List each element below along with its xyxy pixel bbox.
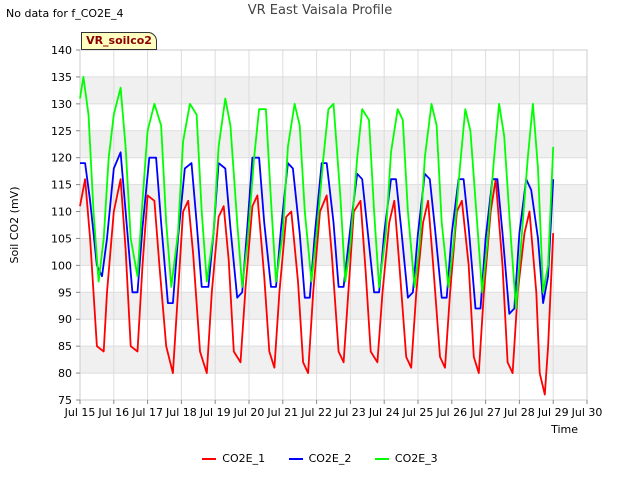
legend-item-co2e-2: CO2E_2 — [288, 452, 352, 465]
x-tick-label: Jul 15 — [64, 406, 96, 419]
legend-label-co2e-3: CO2E_3 — [394, 452, 438, 465]
x-axis-ticks: Jul 15 Jul 16 Jul 17 Jul 18 Jul 19 Jul 20 Jul … — [64, 400, 603, 419]
y-tick-label: 95 — [58, 286, 72, 299]
site-tag-badge: VR_soilco2 — [81, 32, 157, 50]
legend-swatch-co2e-1 — [202, 458, 217, 460]
plot-band — [80, 184, 587, 212]
y-tick-label: 130 — [51, 98, 72, 111]
y-tick-label: 85 — [58, 340, 72, 353]
chart-title: VR East Vaisala Profile — [247, 3, 393, 18]
plot-band — [80, 130, 587, 158]
series-line-co2e-3 — [79, 76, 555, 310]
x-tick-label: Jul 30 — [571, 406, 603, 419]
x-tick-label: Jul 28 — [503, 406, 535, 419]
y-tick-label: 100 — [51, 259, 72, 272]
legend-label-co2e-1: CO2E_1 — [222, 452, 266, 465]
y-tick-label: 120 — [51, 152, 72, 165]
y-tick-label: 125 — [51, 125, 72, 138]
x-tick-label: Jul 25 — [402, 406, 434, 419]
x-tick-label: Jul 18 — [165, 406, 197, 419]
legend: CO2E_1 CO2E_2 CO2E_3 — [0, 452, 640, 465]
data-series — [79, 76, 555, 396]
series-line-co2e-2 — [80, 151, 555, 315]
x-tick-label: Jul 21 — [266, 406, 298, 419]
y-tick-label: 135 — [51, 71, 72, 84]
y-tick-label: 90 — [58, 313, 72, 326]
x-axis-label: Time — [550, 423, 578, 436]
x-tick-label: Jul 17 — [131, 406, 163, 419]
x-tick-label: Jul 19 — [199, 406, 231, 419]
y-tick-label: 105 — [51, 232, 72, 245]
x-tick-label: Jul 16 — [97, 406, 129, 419]
x-tick-label: Jul 23 — [334, 406, 366, 419]
x-tick-label: Jul 26 — [435, 406, 467, 419]
legend-item-co2e-3: CO2E_3 — [374, 452, 438, 465]
plot-band — [80, 292, 587, 320]
x-tick-label: Jul 20 — [233, 406, 265, 419]
x-tick-label: Jul 29 — [537, 406, 569, 419]
y-tick-label: 115 — [51, 179, 72, 192]
legend-swatch-co2e-2 — [288, 458, 303, 460]
legend-swatch-co2e-3 — [374, 458, 389, 460]
y-tick-label: 75 — [58, 394, 72, 407]
x-tick-label: Jul 24 — [368, 406, 400, 419]
y-tick-label: 110 — [51, 206, 72, 219]
no-data-notice: No data for f_CO2E_4 — [6, 7, 124, 20]
y-axis-label: Soil CO2 (mV) — [8, 187, 21, 264]
plot-band — [80, 76, 587, 104]
legend-item-co2e-1: CO2E_1 — [202, 452, 265, 465]
series-line-co2e-1 — [79, 178, 555, 396]
plot-band — [80, 319, 587, 347]
y-tick-label: 140 — [51, 44, 72, 57]
x-tick-label: Jul 22 — [300, 406, 332, 419]
x-tick-label: Jul 27 — [469, 406, 501, 419]
plot-area-frame — [79, 49, 588, 401]
plot-band — [80, 50, 587, 77]
y-axis-ticks: 75 80 85 90 95 100 105 110 115 120 125 130 135 140 — [51, 44, 80, 407]
plot-band — [80, 373, 587, 400]
plot-band — [80, 346, 587, 374]
legend-label-co2e-2: CO2E_2 — [308, 452, 352, 465]
y-tick-label: 80 — [58, 367, 72, 380]
